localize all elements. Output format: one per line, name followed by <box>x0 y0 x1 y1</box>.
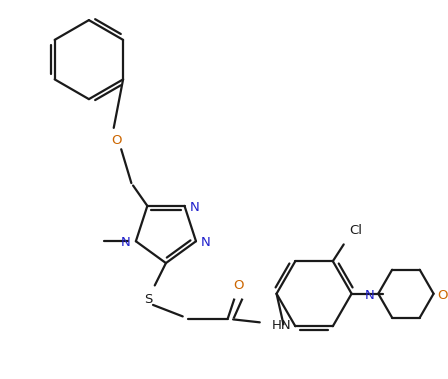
Text: N: N <box>201 236 211 249</box>
Text: O: O <box>438 289 448 302</box>
Text: S: S <box>144 293 152 305</box>
Text: N: N <box>365 289 375 302</box>
Text: Cl: Cl <box>349 224 362 236</box>
Text: N: N <box>121 236 131 249</box>
Text: HN: HN <box>271 319 291 332</box>
Text: O: O <box>233 279 243 292</box>
Text: N: N <box>190 201 199 214</box>
Text: O: O <box>111 134 122 147</box>
